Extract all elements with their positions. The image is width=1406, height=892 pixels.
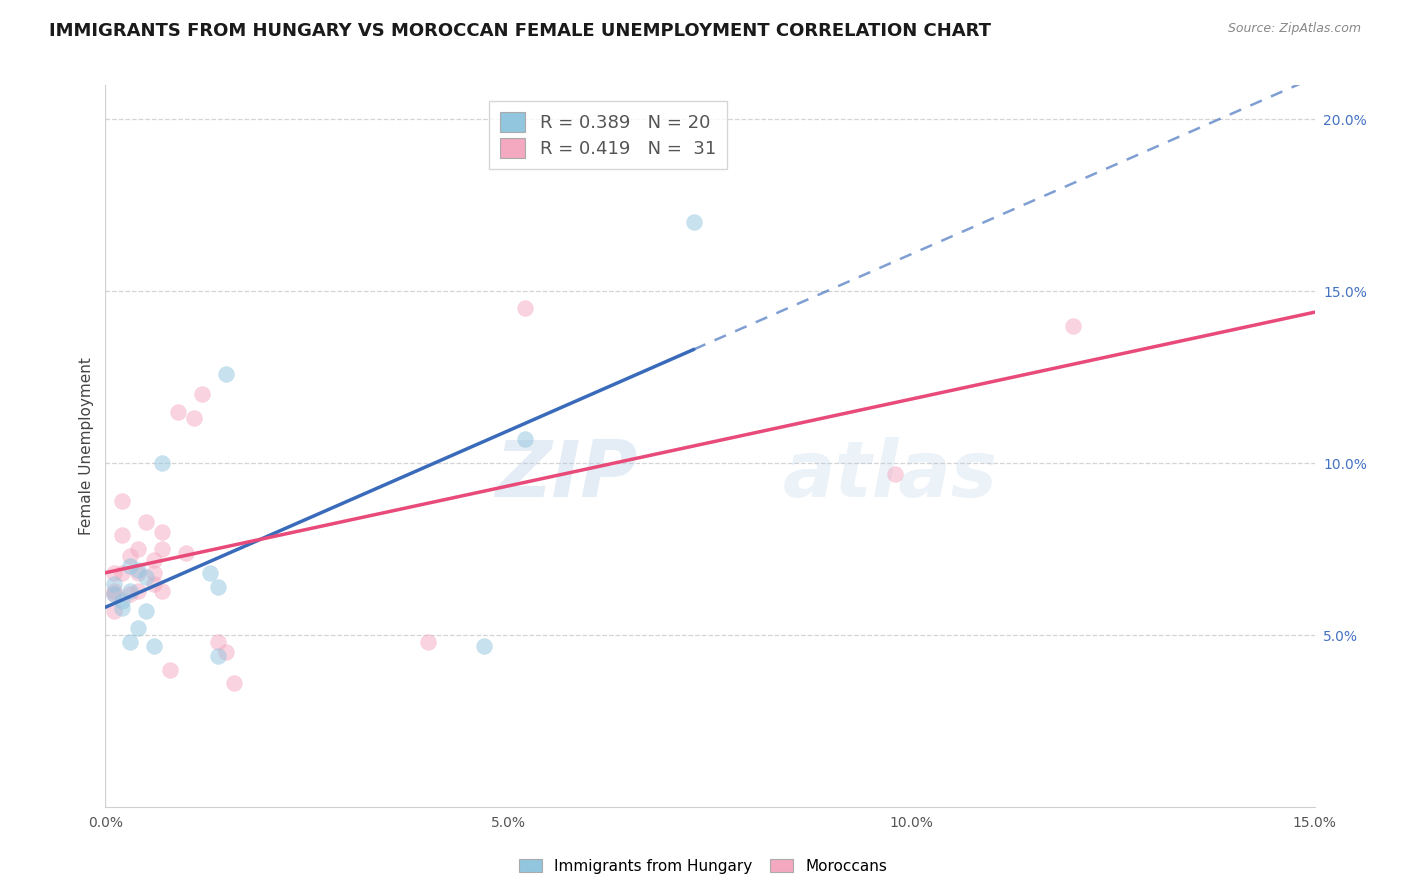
Point: [207, 648, 229, 663]
Point: [513, 432, 536, 446]
Point: [118, 587, 141, 601]
Point: [103, 604, 125, 618]
Point: [191, 387, 214, 401]
Point: [127, 583, 149, 598]
Point: [103, 576, 125, 591]
Text: IMMIGRANTS FROM HUNGARY VS MOROCCAN FEMALE UNEMPLOYMENT CORRELATION CHART: IMMIGRANTS FROM HUNGARY VS MOROCCAN FEMA…: [49, 22, 991, 40]
Y-axis label: Female Unemployment: Female Unemployment: [79, 357, 94, 535]
Point: [127, 566, 149, 581]
Point: [150, 542, 173, 557]
Text: Source: ZipAtlas.com: Source: ZipAtlas.com: [1227, 22, 1361, 36]
Point: [142, 552, 165, 566]
Point: [142, 576, 165, 591]
Point: [224, 676, 246, 690]
Point: [118, 635, 141, 649]
Point: [215, 645, 238, 659]
Point: [167, 404, 190, 418]
Point: [1062, 318, 1084, 333]
Point: [103, 587, 125, 601]
Point: [135, 604, 157, 618]
Point: [416, 635, 439, 649]
Point: [127, 563, 149, 577]
Point: [135, 570, 157, 584]
Point: [118, 559, 141, 574]
Point: [207, 580, 229, 594]
Point: [142, 566, 165, 581]
Text: atlas: atlas: [783, 437, 998, 513]
Point: [110, 594, 132, 608]
Point: [103, 566, 125, 581]
Point: [142, 639, 165, 653]
Point: [215, 367, 238, 381]
Point: [110, 494, 132, 508]
Point: [174, 546, 197, 560]
Point: [200, 566, 222, 581]
Point: [118, 549, 141, 563]
Text: ZIP: ZIP: [495, 437, 637, 513]
Point: [884, 467, 907, 481]
Point: [110, 566, 132, 581]
Point: [513, 301, 536, 316]
Point: [118, 583, 141, 598]
Point: [683, 215, 706, 229]
Point: [150, 583, 173, 598]
Legend: R = 0.389   N = 20, R = 0.419   N =  31: R = 0.389 N = 20, R = 0.419 N = 31: [489, 101, 727, 169]
Point: [150, 456, 173, 470]
Legend: Immigrants from Hungary, Moroccans: Immigrants from Hungary, Moroccans: [513, 853, 893, 880]
Point: [103, 583, 125, 598]
Point: [159, 663, 181, 677]
Point: [110, 600, 132, 615]
Point: [103, 587, 125, 601]
Point: [127, 542, 149, 557]
Point: [135, 515, 157, 529]
Point: [207, 635, 229, 649]
Point: [472, 639, 495, 653]
Point: [150, 524, 173, 539]
Point: [110, 528, 132, 542]
Point: [127, 621, 149, 635]
Point: [183, 411, 205, 425]
